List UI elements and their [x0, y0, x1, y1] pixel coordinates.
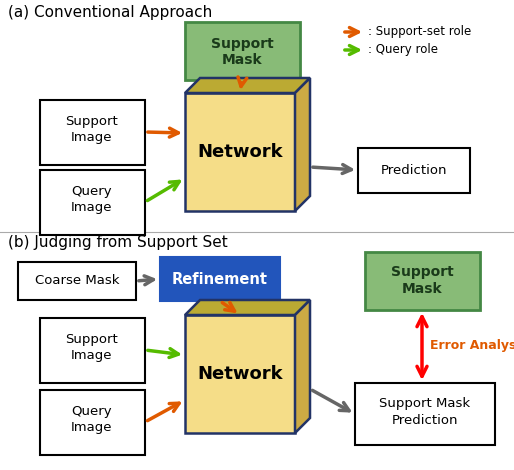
Text: Support: Support [66, 334, 118, 346]
Text: Error Analysis: Error Analysis [430, 339, 514, 352]
Polygon shape [185, 78, 310, 93]
Bar [40, 390, 145, 455]
Polygon shape [185, 93, 295, 211]
Text: Network: Network [197, 365, 283, 383]
Bar [40, 318, 145, 383]
Text: Query: Query [71, 186, 113, 198]
Text: Prediction: Prediction [392, 415, 458, 428]
Text: Mask: Mask [222, 53, 262, 67]
Text: Refinement: Refinement [172, 272, 268, 287]
Text: : Support-set role: : Support-set role [368, 25, 471, 39]
Text: : Query role: : Query role [368, 44, 438, 56]
Bar [40, 100, 145, 165]
Polygon shape [295, 300, 310, 433]
Bar [185, 22, 300, 80]
Polygon shape [185, 300, 310, 315]
Bar [18, 262, 136, 300]
Text: Support: Support [211, 37, 273, 51]
Text: Image: Image [71, 132, 113, 144]
Text: Mask: Mask [401, 282, 443, 296]
Polygon shape [185, 315, 295, 433]
Text: Image: Image [71, 350, 113, 362]
Bar [355, 383, 495, 445]
Bar [365, 252, 480, 310]
Text: Image: Image [71, 202, 113, 214]
Text: Network: Network [197, 143, 283, 161]
Polygon shape [295, 78, 310, 211]
Text: Support: Support [391, 265, 453, 279]
Bar [160, 257, 280, 301]
Text: Image: Image [71, 422, 113, 434]
Bar [358, 148, 470, 193]
Text: (b) Judging from Support Set: (b) Judging from Support Set [8, 235, 228, 250]
Text: Query: Query [71, 406, 113, 418]
Text: Prediction: Prediction [381, 164, 447, 177]
Text: (a) Conventional Approach: (a) Conventional Approach [8, 5, 212, 19]
Text: Support Mask: Support Mask [379, 397, 470, 409]
Text: Coarse Mask: Coarse Mask [35, 274, 119, 288]
Bar [40, 170, 145, 235]
Text: Support: Support [66, 116, 118, 128]
